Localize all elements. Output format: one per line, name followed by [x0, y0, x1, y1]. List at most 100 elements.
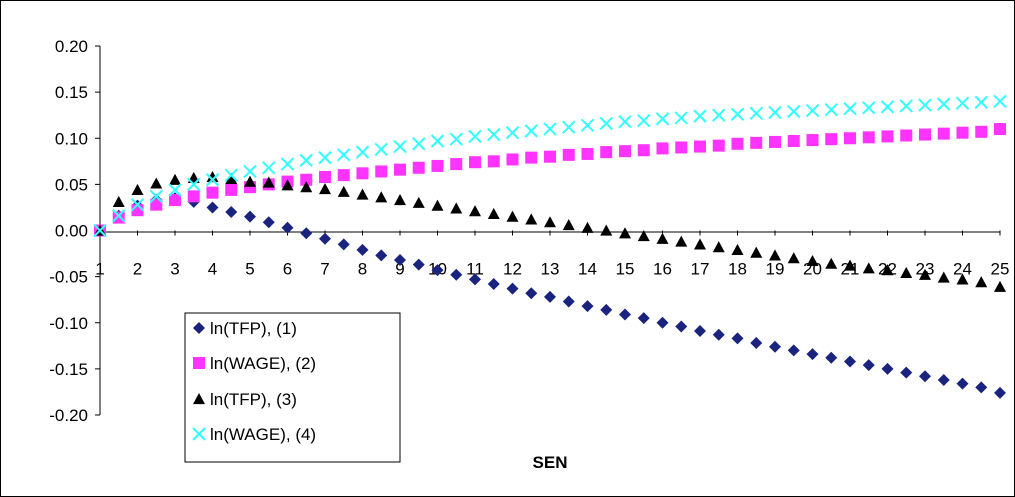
data-point — [881, 264, 894, 276]
x-tick-label: 11 — [466, 260, 484, 279]
data-point — [880, 100, 895, 114]
data-point — [731, 137, 744, 150]
data-point — [244, 210, 256, 223]
data-point — [750, 337, 763, 350]
data-point — [281, 221, 294, 234]
data-point — [712, 108, 726, 122]
data-point — [450, 158, 463, 171]
data-point — [337, 148, 351, 162]
data-point — [844, 259, 856, 271]
data-point — [825, 133, 838, 146]
data-point — [169, 194, 181, 207]
data-point — [187, 177, 201, 192]
data-point — [562, 218, 575, 231]
data-point — [937, 127, 950, 140]
data-point — [525, 151, 538, 164]
data-point — [374, 142, 388, 157]
data-point — [300, 173, 313, 186]
data-point — [899, 99, 913, 113]
data-point — [956, 273, 969, 285]
data-point — [769, 135, 781, 148]
data-point — [994, 386, 1006, 399]
data-point — [655, 112, 670, 126]
data-point — [993, 94, 1007, 109]
data-point — [468, 129, 482, 144]
legend-box — [184, 312, 401, 463]
data-point — [824, 102, 838, 117]
data-point — [412, 137, 426, 151]
data-point — [580, 118, 595, 133]
data-point — [131, 183, 144, 196]
x-axis-title: SEN — [533, 453, 568, 472]
data-point — [637, 312, 650, 325]
data-point — [262, 216, 275, 229]
data-point — [787, 344, 800, 357]
data-point — [693, 109, 707, 123]
y-tick-label: 0.20 — [55, 37, 88, 56]
data-point — [675, 141, 688, 154]
data-point — [562, 295, 575, 308]
data-point — [994, 123, 1006, 136]
data-point — [431, 264, 444, 277]
data-point — [319, 170, 331, 183]
data-point — [562, 148, 575, 161]
data-point — [955, 96, 970, 110]
data-point — [581, 300, 594, 313]
data-point — [694, 238, 706, 250]
data-point — [337, 185, 350, 197]
data-point — [206, 201, 219, 214]
data-point — [450, 268, 463, 281]
data-point — [994, 280, 1006, 292]
data-point — [487, 278, 500, 291]
data-point — [112, 211, 125, 224]
data-point — [675, 235, 688, 247]
data-point — [694, 325, 706, 338]
data-point — [844, 132, 856, 145]
data-point — [787, 104, 801, 119]
data-point — [731, 243, 744, 255]
data-point — [806, 348, 819, 361]
legend-marker-series-1 — [193, 322, 205, 334]
data-point — [112, 195, 125, 208]
data-point — [619, 308, 631, 321]
data-point — [506, 282, 519, 295]
data-point — [375, 191, 388, 203]
data-point — [449, 132, 463, 146]
data-point — [225, 206, 238, 219]
data-point — [93, 223, 107, 238]
data-point — [937, 271, 950, 283]
data-point — [281, 179, 294, 191]
data-point — [918, 98, 932, 112]
data-point — [430, 134, 445, 148]
y-tick-label: 0.15 — [55, 83, 88, 102]
legend-marker-series-3 — [193, 393, 205, 405]
y-tick-label: -0.15 — [49, 360, 88, 379]
data-point — [581, 147, 594, 160]
data-point — [543, 122, 557, 136]
data-point — [450, 202, 463, 214]
data-point — [337, 169, 350, 182]
data-point — [750, 246, 763, 258]
data-point — [525, 287, 538, 300]
data-point — [769, 340, 781, 353]
data-point — [319, 182, 331, 195]
data-point — [187, 190, 200, 203]
legend-marker-series-4 — [192, 427, 206, 441]
data-point — [375, 249, 388, 262]
data-point — [806, 134, 819, 147]
legend-label-series-2: ln(WAGE), (2) — [210, 354, 316, 373]
data-point — [674, 111, 688, 125]
data-point — [900, 266, 913, 279]
data-point — [769, 249, 781, 261]
data-point — [505, 126, 520, 140]
data-point — [768, 105, 782, 120]
data-point — [881, 362, 894, 375]
data-point — [244, 175, 256, 187]
data-point — [862, 359, 875, 372]
data-point — [825, 257, 838, 269]
data-point — [225, 172, 238, 184]
data-point — [469, 156, 481, 169]
data-point — [394, 254, 406, 267]
data-point — [900, 366, 913, 379]
data-point — [900, 129, 913, 142]
